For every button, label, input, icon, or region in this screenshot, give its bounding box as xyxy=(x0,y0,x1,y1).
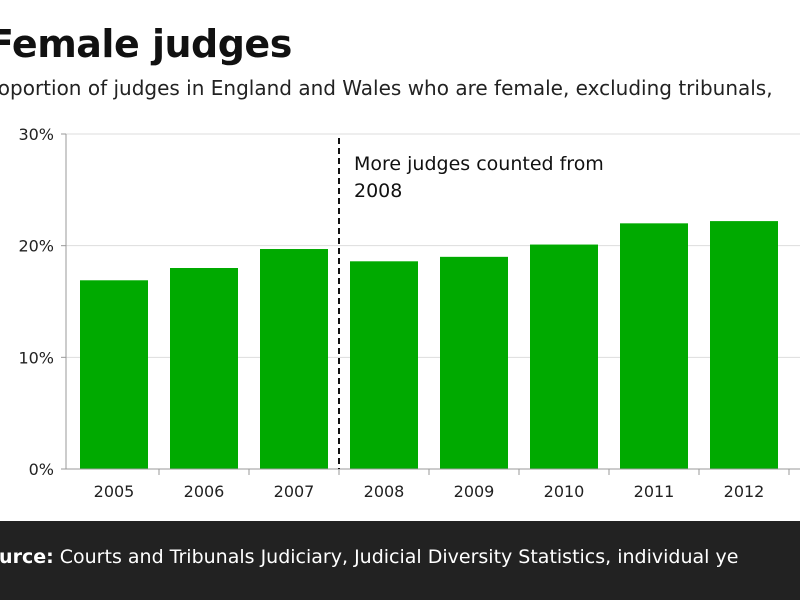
y-tick-label: 0% xyxy=(29,460,54,479)
bar xyxy=(350,261,418,469)
source-footer: ource: Courts and Tribunals Judiciary, J… xyxy=(0,521,800,600)
x-tick-label: 2006 xyxy=(184,482,225,501)
x-tick-label: 2012 xyxy=(724,482,765,501)
source-label: ource: xyxy=(0,546,54,568)
source-detail: Courts and Tribunals Judiciary, Judicial… xyxy=(59,546,739,568)
chart-title: Female judges xyxy=(0,22,292,66)
x-tick-label: 2005 xyxy=(94,482,135,501)
annotation-text-line1: More judges counted from xyxy=(354,153,604,175)
x-tick-label: 2007 xyxy=(274,482,315,501)
x-tick-label: 2011 xyxy=(634,482,675,501)
y-tick-label: 10% xyxy=(18,348,54,367)
bar-chart: 0% 10% 20% 30% 2005 2006 2007 2008 2009 2010 2011 2… xyxy=(18,125,800,501)
x-tick-label: 2008 xyxy=(364,482,405,501)
chart-subtitle: roportion of judges in England and Wales… xyxy=(0,76,773,100)
bar xyxy=(260,249,328,469)
bar xyxy=(440,256,508,469)
bar xyxy=(80,280,148,469)
axes: 0% 10% 20% 30% 2005 2006 2007 2008 2009 2010 2011 2… xyxy=(18,125,800,501)
annotation: More judges counted from 2008 xyxy=(338,138,604,469)
bar xyxy=(170,268,238,469)
bar xyxy=(710,221,778,469)
source-text: ource: Courts and Tribunals Judiciary, J… xyxy=(0,546,738,568)
annotation-text-line2: 2008 xyxy=(354,180,402,202)
y-tick-label: 30% xyxy=(18,125,54,144)
bar xyxy=(620,223,688,469)
bar xyxy=(530,244,598,469)
y-tick-label: 20% xyxy=(18,237,54,256)
x-tick-label: 2009 xyxy=(454,482,495,501)
x-tick-label: 2010 xyxy=(544,482,585,501)
bars xyxy=(80,221,778,469)
